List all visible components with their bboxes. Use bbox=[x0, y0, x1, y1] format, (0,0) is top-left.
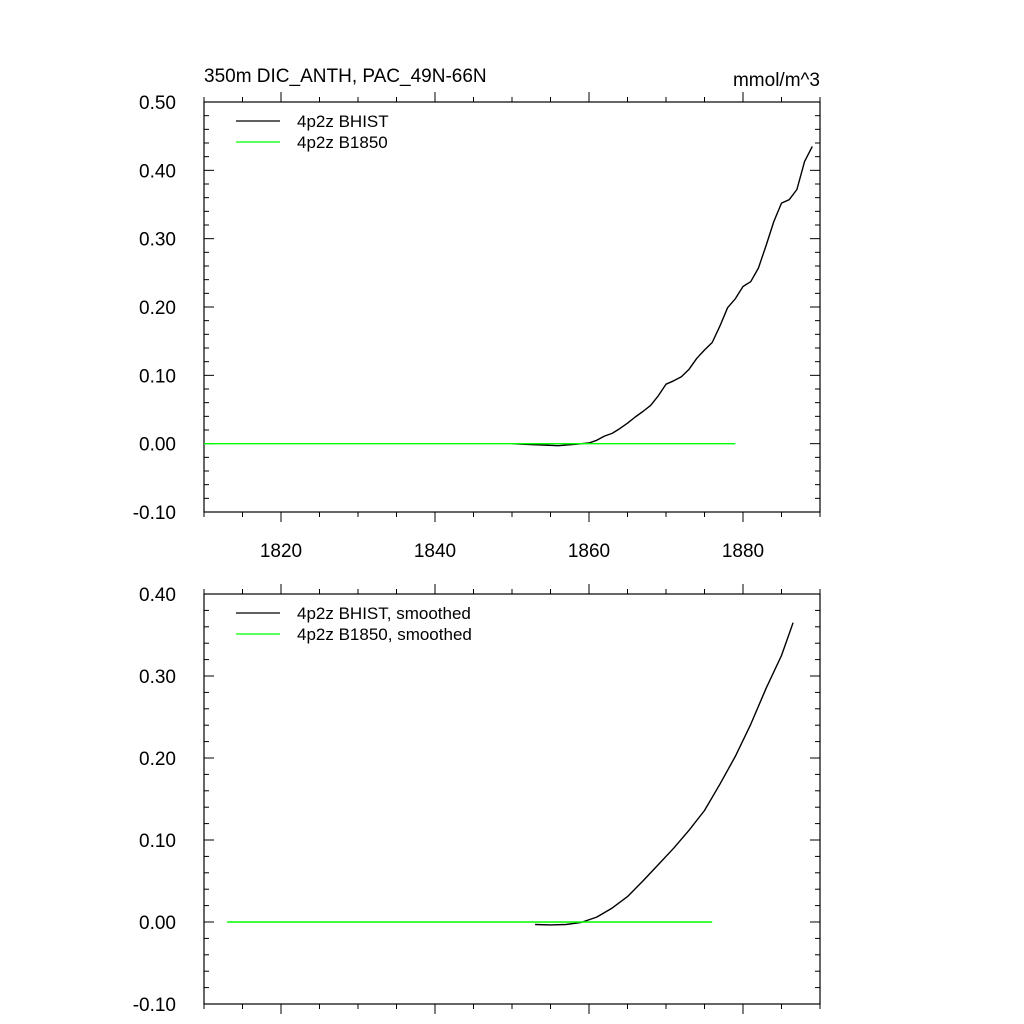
x-tick-label: 1880 bbox=[722, 541, 764, 562]
legend: 4p2z BHIST 4p2z B1850 bbox=[236, 112, 389, 152]
x-tick-label: 1840 bbox=[414, 541, 456, 562]
y-tick-label: 0.40 bbox=[139, 585, 176, 606]
y-tick-label: 0.00 bbox=[139, 435, 176, 456]
plot-frame bbox=[203, 593, 821, 1005]
chart-title: 350m DIC_ANTH, PAC_49N-66N bbox=[204, 66, 487, 87]
panel-smoothed: -0.10 0.00 0.10 0.20 0.30 0.40 4p2z BHIST, sm… bbox=[133, 584, 821, 1016]
legend: 4p2z BHIST, smoothed 4p2z B1850, smoothe… bbox=[236, 604, 472, 644]
legend-label-bhist-smoothed: 4p2z BHIST, smoothed bbox=[297, 604, 471, 623]
y-tick-label: 0.30 bbox=[139, 230, 176, 251]
y-tick-label: 0.00 bbox=[139, 913, 176, 934]
y-tick-label: 0.10 bbox=[139, 831, 176, 852]
y-tick-label: 0.50 bbox=[139, 93, 176, 114]
axes: 1820 1840 1860 1880 -0.10 0.00 0.10 0.20 0.30 0.4… bbox=[133, 92, 821, 562]
y-tick-label: 0.40 bbox=[139, 161, 176, 182]
legend-label-bhist: 4p2z BHIST bbox=[297, 112, 389, 131]
y-tick-label: 0.30 bbox=[139, 667, 176, 688]
y-tick-label: 0.20 bbox=[139, 749, 176, 770]
series-layer bbox=[227, 622, 794, 926]
x-tick-label: 1860 bbox=[568, 541, 610, 562]
series-line-bhist bbox=[511, 146, 813, 447]
legend-label-b1850: 4p2z B1850 bbox=[297, 133, 388, 152]
y-tick-label: 0.10 bbox=[139, 366, 176, 387]
series-layer bbox=[204, 146, 813, 447]
y-tick-label: -0.10 bbox=[133, 995, 176, 1016]
y-tick-label: 0.20 bbox=[139, 298, 176, 319]
axes: -0.10 0.00 0.10 0.20 0.30 0.40 bbox=[133, 584, 821, 1016]
legend-label-b1850-smoothed: 4p2z B1850, smoothed bbox=[297, 625, 472, 644]
series-line-bhist bbox=[535, 622, 794, 926]
y-tick-label: -0.10 bbox=[133, 503, 176, 524]
panel-raw: 350m DIC_ANTH, PAC_49N-66N mmol/m^3 1820… bbox=[133, 66, 821, 562]
x-tick-label: 1820 bbox=[260, 541, 302, 562]
units-label: mmol/m^3 bbox=[733, 70, 820, 91]
